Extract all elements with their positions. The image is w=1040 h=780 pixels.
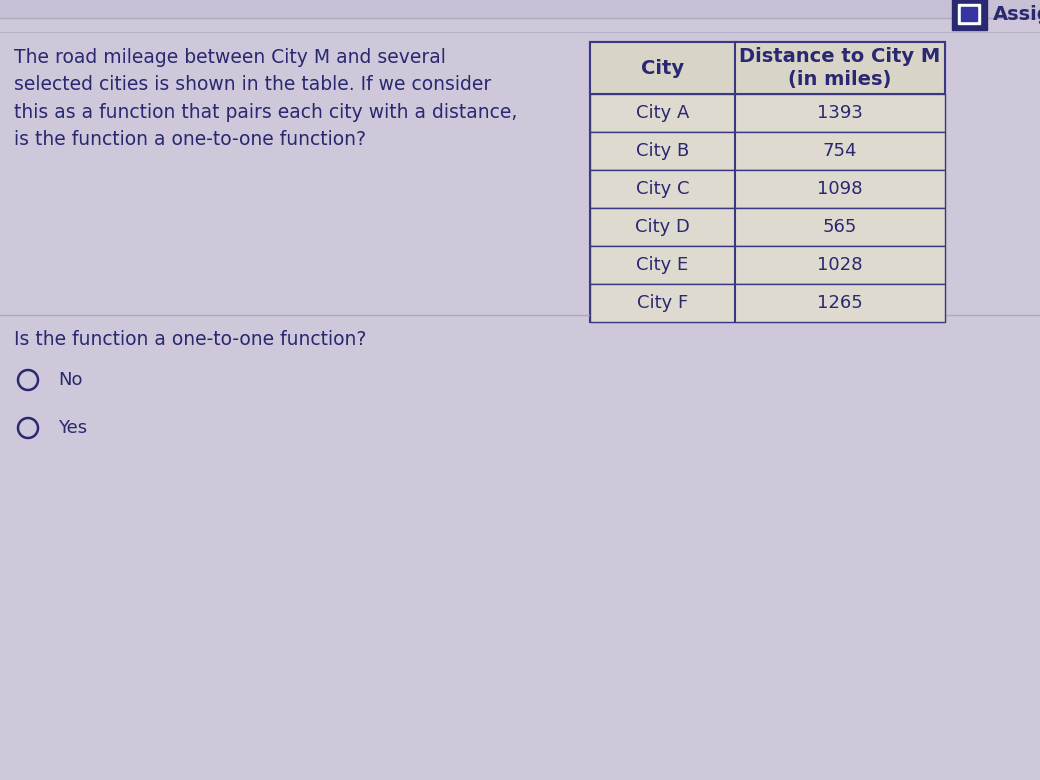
Text: 1393: 1393 (817, 104, 863, 122)
Bar (590, 208, 945, 246)
Text: 1265: 1265 (817, 294, 863, 312)
Text: City C: City C (635, 180, 690, 198)
Text: No: No (58, 371, 82, 389)
Bar (958, 4, 980, 24)
Text: City A: City A (635, 104, 690, 122)
Bar (590, 170, 945, 208)
Bar (0, 0, 1040, 18)
Text: Yes: Yes (58, 419, 87, 437)
Bar (961, 7, 977, 21)
Text: 1028: 1028 (817, 256, 863, 274)
Bar (590, 42, 945, 94)
Text: Is the function a one-to-one function?: Is the function a one-to-one function? (14, 330, 366, 349)
Text: 754: 754 (823, 142, 857, 160)
Bar (590, 132, 945, 170)
Bar (590, 42, 945, 322)
Bar (590, 94, 945, 132)
Text: City D: City D (635, 218, 690, 236)
Text: Assig: Assig (993, 5, 1040, 24)
Bar (952, 0, 987, 30)
Text: City E: City E (636, 256, 688, 274)
Text: City F: City F (636, 294, 688, 312)
Text: 1098: 1098 (817, 180, 863, 198)
Text: City B: City B (635, 142, 690, 160)
Text: Distance to City M
(in miles): Distance to City M (in miles) (739, 47, 940, 89)
Text: City: City (641, 58, 684, 77)
Bar (590, 246, 945, 284)
Text: The road mileage between City M and several
selected cities is shown in the tabl: The road mileage between City M and seve… (14, 48, 517, 149)
Text: 565: 565 (823, 218, 857, 236)
Bar (590, 284, 945, 322)
